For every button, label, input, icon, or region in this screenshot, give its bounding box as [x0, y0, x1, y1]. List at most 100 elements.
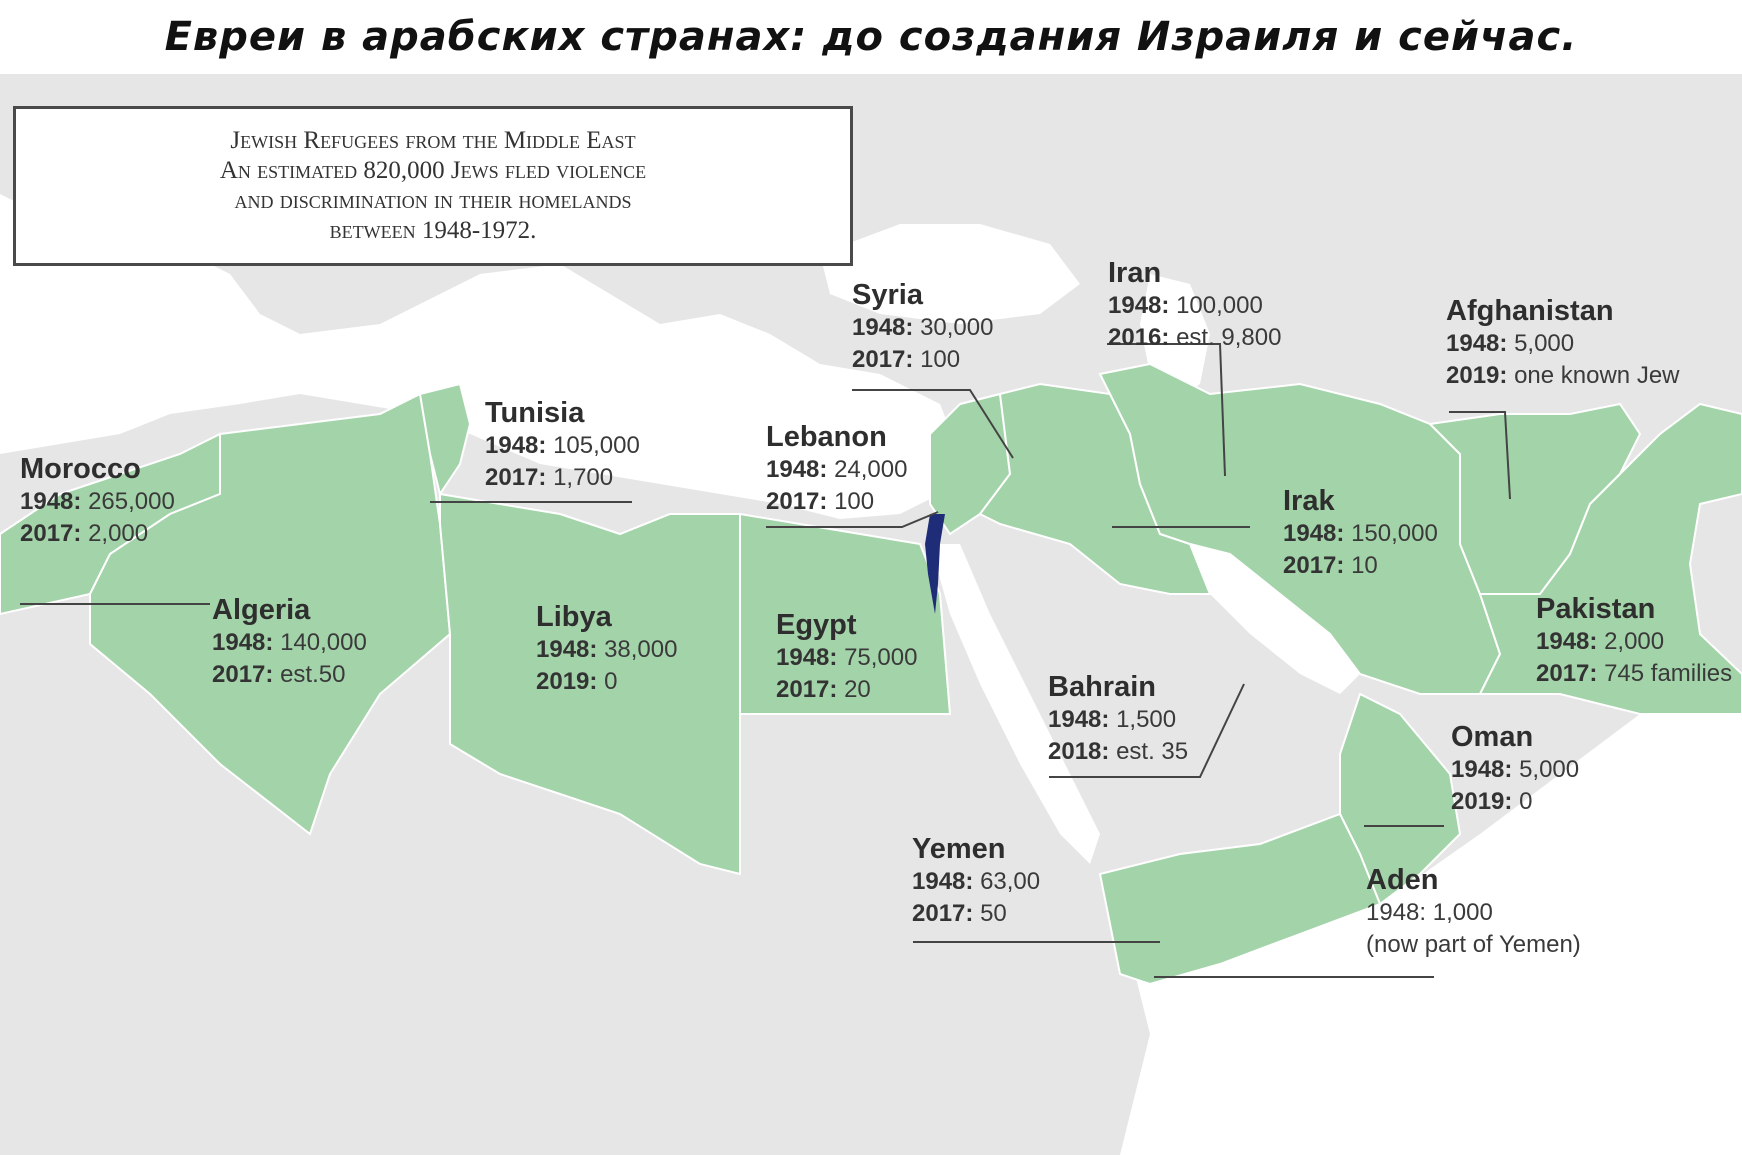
population-value: 0	[1519, 788, 1533, 815]
population-row: 1948: 100,000	[1108, 290, 1281, 322]
country-name: Syria	[852, 279, 923, 311]
black-sea	[820, 224, 1080, 324]
population-value: est. 9,800	[1176, 324, 1282, 351]
population-row: 2017: 100	[766, 486, 907, 518]
year-label: 2019:	[536, 668, 598, 695]
label-aden: Aden 1948: 1,000 (now part of Yemen)	[1366, 863, 1581, 961]
population-value: 105,000	[553, 432, 640, 459]
population-value: 10	[1351, 552, 1378, 579]
oman-shape	[1339, 692, 1462, 906]
population-row: 1948: 30,000	[852, 312, 993, 344]
population-row: 2017: 745 families	[1536, 658, 1732, 690]
population-value: 1,700	[553, 464, 614, 491]
label-irak: Irak 1948: 150,000 2017: 10	[1283, 484, 1438, 582]
population-value: 24,000	[834, 456, 908, 483]
year-label: 1948:	[1446, 330, 1508, 357]
population-row: 1948: 38,000	[536, 634, 677, 666]
country-name: Irak	[1283, 485, 1335, 517]
population-row: 2017: 100	[852, 344, 993, 376]
country-name: Afghanistan	[1446, 295, 1614, 327]
population-row: 1948: 5,000	[1446, 328, 1680, 360]
info-box: Jewish Refugees from the Middle East An …	[13, 106, 853, 266]
label-yemen: Yemen 1948: 63,00 2017: 50	[912, 832, 1040, 930]
year-label: 2017:	[212, 661, 274, 688]
population-value: (now part of Yemen)	[1366, 931, 1581, 958]
libya-shape	[439, 492, 741, 876]
year-label: 2019:	[1451, 788, 1513, 815]
year-label: 2017:	[1283, 552, 1345, 579]
year-label: 1948:	[1048, 706, 1110, 733]
leader-afghanistan	[1449, 411, 1511, 500]
population-row: 1948: 2,000	[1536, 626, 1732, 658]
year-label: 2017:	[766, 488, 828, 515]
year-label: 1948:	[776, 644, 838, 671]
year-label: 1948:	[1451, 756, 1513, 783]
population-value: 63,00	[980, 868, 1041, 895]
year-label: 2017:	[912, 900, 974, 927]
year-label: 1948:	[485, 432, 547, 459]
tunisia-shape	[418, 382, 472, 497]
year-label: 2017:	[852, 346, 914, 373]
population-value: one known Jew	[1514, 362, 1680, 389]
country-name: Yemen	[912, 833, 1006, 865]
year-label: 2019:	[1446, 362, 1508, 389]
year-label: 1948:	[1283, 520, 1345, 547]
map: Jewish Refugees from the Middle East An …	[0, 74, 1742, 1155]
label-egypt: Egypt 1948: 75,000 2017: 20	[776, 608, 917, 706]
leader-lebanon	[766, 511, 939, 528]
label-tunisia: Tunisia 1948: 105,000 2017: 1,700	[485, 396, 640, 494]
label-lebanon: Lebanon 1948: 24,000 2017: 100	[766, 420, 907, 518]
population-row: 1948: 1,500	[1048, 704, 1188, 736]
year-label: 1948:	[912, 868, 974, 895]
leader-iran	[1107, 343, 1226, 477]
country-name: Pakistan	[1536, 593, 1656, 625]
israel-shape	[925, 514, 945, 614]
population-row: 2017: 50	[912, 898, 1040, 930]
population-value: 20	[844, 676, 871, 703]
population-row: 2019: one known Jew	[1446, 360, 1680, 392]
year-label: 1948:	[766, 456, 828, 483]
population-row: 2016: est. 9,800	[1108, 322, 1281, 354]
population-value: 0	[604, 668, 618, 695]
population-row: 2017: 10	[1283, 550, 1438, 582]
population-value: 30,000	[920, 314, 994, 341]
population-value: 75,000	[844, 644, 918, 671]
population-row: 2017: est.50	[212, 659, 367, 691]
map-canvas	[0, 194, 1742, 1155]
population-value: 1948: 1,000	[1366, 899, 1493, 926]
info-line: and discrimination in their homelands	[234, 187, 632, 214]
yemen-shape	[1098, 812, 1382, 986]
label-iran: Iran 1948: 100,000 2016: est. 9,800	[1108, 256, 1281, 354]
population-row: 1948: 24,000	[766, 454, 907, 486]
label-libya: Libya 1948: 38,000 2019: 0	[536, 600, 677, 698]
population-row: 2017: 1,700	[485, 462, 640, 494]
population-value: 140,000	[280, 629, 367, 656]
population-value: 38,000	[604, 636, 678, 663]
country-name: Iran	[1108, 257, 1162, 289]
country-name: Aden	[1366, 864, 1439, 896]
year-label: 2016:	[1108, 324, 1170, 351]
country-name: Algeria	[212, 594, 311, 626]
arabian-sea	[1120, 674, 1742, 1155]
population-value: 5,000	[1519, 756, 1580, 783]
country-name: Morocco	[20, 453, 141, 485]
algeria-shape	[89, 392, 452, 836]
country-name: Lebanon	[766, 421, 887, 453]
population-row: 2019: 0	[1451, 786, 1579, 818]
population-value: 50	[980, 900, 1007, 927]
label-syria: Syria 1948: 30,000 2017: 100	[852, 278, 993, 376]
population-value: 2,000	[88, 520, 149, 547]
info-line: An estimated 820,000 Jews fled violence	[219, 157, 647, 184]
country-name: Oman	[1451, 721, 1534, 753]
population-value: 2,000	[1604, 628, 1665, 655]
label-afghanistan: Afghanistan 1948: 5,000 2019: one known Je…	[1446, 294, 1680, 392]
population-value: 100	[834, 488, 875, 515]
country-name: Egypt	[776, 609, 857, 641]
label-morocco: Morocco 1948: 265,000 2017: 2,000	[20, 452, 175, 550]
year-label: 1948:	[20, 488, 82, 515]
population-value: est.50	[280, 661, 346, 688]
year-label: 1948:	[536, 636, 598, 663]
year-label: 2018:	[1048, 738, 1110, 765]
population-value: 5,000	[1514, 330, 1575, 357]
year-label: 2017:	[20, 520, 82, 547]
